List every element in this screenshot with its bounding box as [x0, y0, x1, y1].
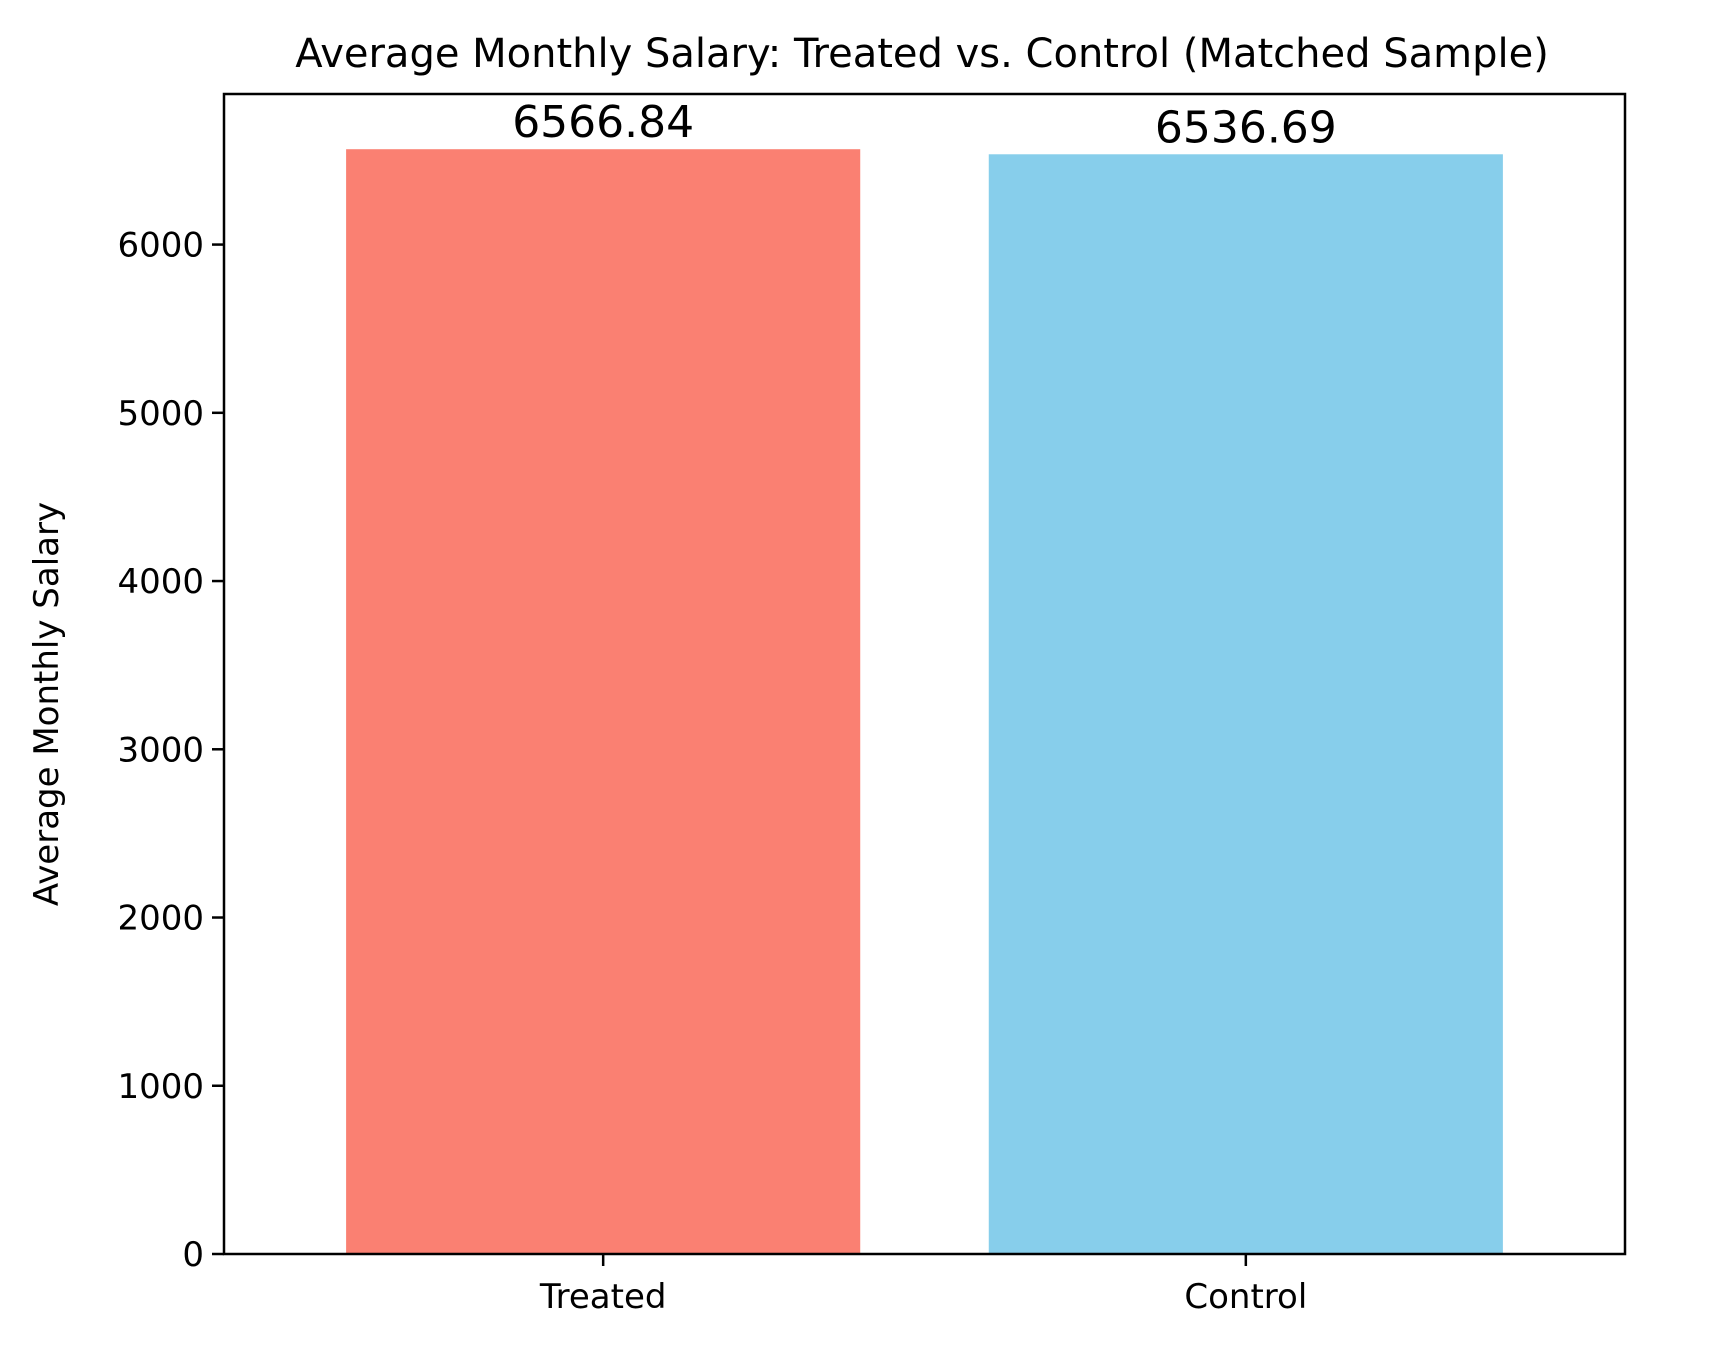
value-labels-layer: 6566.84 6536.69 [512, 97, 1337, 153]
y-tick-label: 2000 [117, 899, 204, 939]
bar-treated [346, 149, 861, 1254]
y-tick-label: 1000 [117, 1067, 204, 1107]
x-tick-label: Treated [539, 1277, 667, 1317]
y-axis-ticks: 0 1000 2000 3000 4000 5000 6000 [117, 226, 224, 1275]
y-axis-label: Average Monthly Salary [27, 502, 67, 906]
y-tick-label: 0 [182, 1235, 204, 1275]
x-axis-ticks: Treated Control [539, 1254, 1307, 1317]
y-tick-label: 6000 [117, 226, 204, 266]
plot-area-frame [222, 92, 1627, 1256]
bars-layer [346, 149, 1503, 1255]
value-label-treated: 6566.84 [512, 97, 694, 148]
y-tick-label: 3000 [117, 730, 204, 770]
bar-control [988, 154, 1503, 1255]
y-tick-label: 5000 [117, 394, 204, 434]
y-tick-label: 4000 [117, 562, 204, 602]
value-label-control: 6536.69 [1155, 102, 1337, 153]
chart-title: Average Monthly Salary: Treated vs. Cont… [295, 31, 1549, 77]
x-tick-label: Control [1184, 1277, 1307, 1317]
